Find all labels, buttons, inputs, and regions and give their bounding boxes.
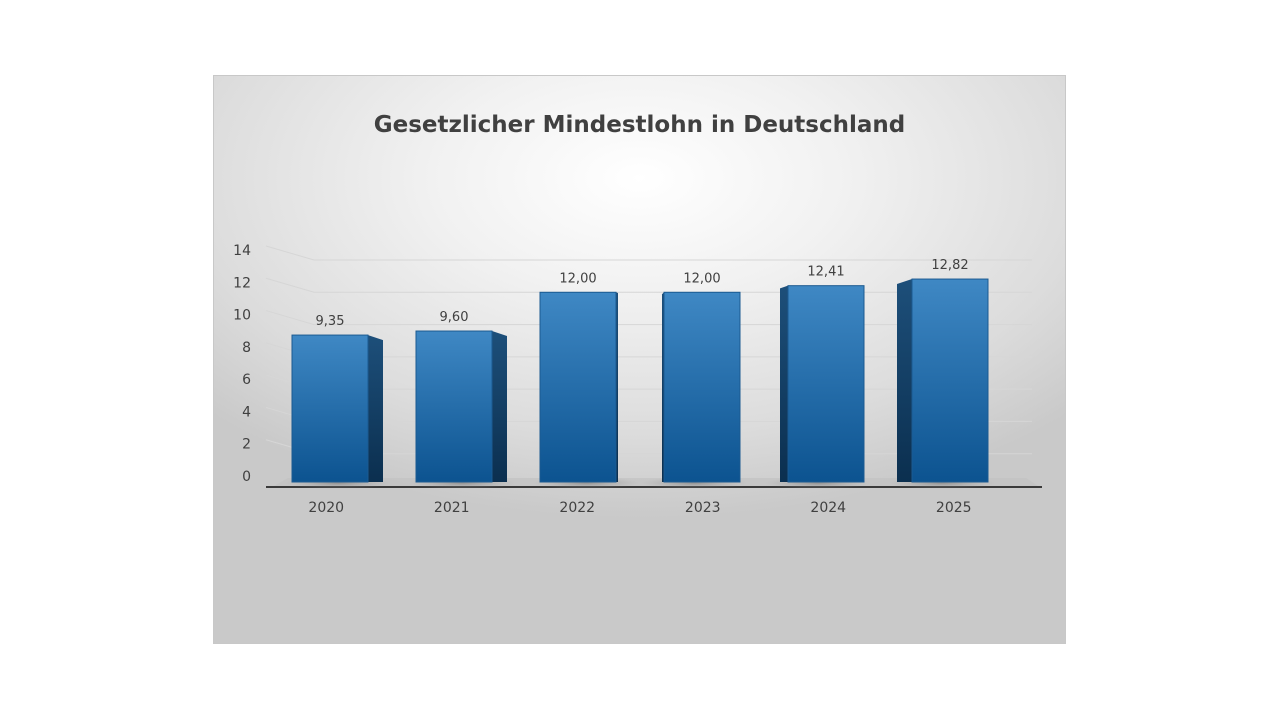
bar-front — [291, 334, 369, 483]
x-tick-label: 2021 — [434, 500, 470, 516]
x-tick-label: 2025 — [936, 500, 972, 516]
bar-2023: 12,00 — [640, 271, 748, 489]
bar-side — [368, 335, 383, 482]
chart-title: Gesetzlicher Mindestlohn in Deutschland — [373, 112, 906, 138]
data-label: 9,60 — [440, 310, 469, 325]
chart-card: Gesetzlicher Mindestlohn in Deutschland … — [213, 75, 1066, 644]
bar-front — [415, 330, 493, 483]
bar-2024: 12,41 — [764, 265, 872, 489]
x-tick-label: 2024 — [810, 500, 846, 516]
bars: 9,35 9,60 12,00 12,00 12,41 12,82 — [284, 258, 996, 489]
y-tick-label: 12 — [233, 275, 251, 291]
y-tick-label: 4 — [242, 404, 251, 420]
gridline — [265, 245, 1032, 261]
y-tick-label: 14 — [233, 243, 251, 259]
x-axis-ticks: 2020 2021 2022 2023 2024 2025 — [308, 500, 971, 516]
x-tick-label: 2023 — [685, 500, 721, 516]
bar-side — [780, 285, 788, 482]
y-tick-label: 6 — [242, 372, 251, 388]
data-label: 12,00 — [683, 271, 720, 286]
y-axis-ticks: 0 2 4 6 8 10 12 14 — [233, 243, 251, 485]
bar-front — [539, 291, 617, 483]
bar-chart-plot: 0 2 4 6 8 10 12 14 9,35 9,60 12,00 12,00 12,41 12,82… — [233, 243, 1042, 516]
bar-side — [897, 279, 912, 482]
bar-front — [787, 285, 865, 483]
x-tick-label: 2022 — [559, 500, 595, 516]
bar-2022: 12,00 — [532, 271, 640, 489]
bar-side — [492, 331, 507, 482]
y-tick-label: 8 — [242, 340, 251, 356]
bar-front — [663, 291, 741, 483]
x-tick-label: 2020 — [308, 500, 344, 516]
bar-front — [911, 278, 989, 483]
data-label: 9,35 — [316, 314, 345, 329]
data-label: 12,41 — [807, 265, 844, 280]
y-tick-label: 0 — [242, 469, 251, 485]
bar-2020: 9,35 — [284, 314, 392, 489]
y-tick-label: 10 — [233, 308, 251, 324]
data-label: 12,00 — [559, 271, 596, 286]
bar-2025: 12,82 — [888, 258, 996, 489]
bar-2021: 9,60 — [408, 310, 516, 489]
data-label: 12,82 — [931, 258, 968, 273]
y-tick-label: 2 — [242, 437, 251, 453]
